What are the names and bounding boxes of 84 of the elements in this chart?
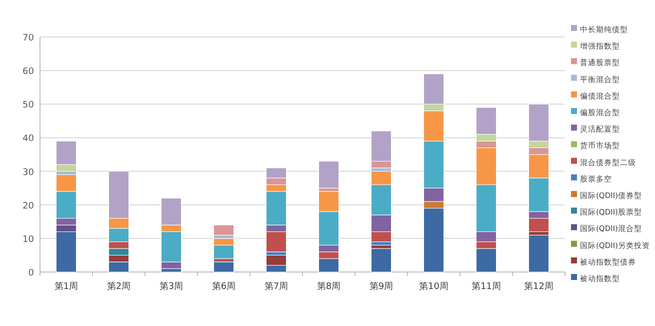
bar <box>318 252 339 259</box>
bar <box>528 234 549 272</box>
bar <box>528 178 549 212</box>
bar <box>214 224 234 236</box>
bar <box>476 231 496 242</box>
bar <box>266 231 286 252</box>
bar <box>476 242 496 249</box>
bar <box>266 191 286 226</box>
y-tick-label: 70 <box>22 34 34 44</box>
bar <box>528 231 549 236</box>
bar <box>528 218 549 232</box>
x-tick-label: 第2周 <box>106 281 131 292</box>
x-tick-label: 第12周 <box>524 281 554 292</box>
bar <box>528 211 549 219</box>
bar <box>528 154 549 178</box>
x-tick-label: 第11周 <box>472 281 501 292</box>
bar <box>161 268 182 272</box>
x-tick-label: 第6周 <box>212 281 236 292</box>
bar <box>476 140 496 148</box>
bar <box>266 224 286 232</box>
bar <box>214 262 234 272</box>
bar <box>266 252 286 256</box>
bar <box>476 184 496 232</box>
y-tick-label: 20 <box>22 201 34 212</box>
bar <box>214 244 234 259</box>
bar <box>214 258 234 262</box>
bar <box>56 140 76 165</box>
bar <box>476 248 496 272</box>
y-tick-label: 0 <box>28 268 34 278</box>
bar <box>214 238 234 246</box>
bar <box>371 244 392 249</box>
bar <box>318 211 339 246</box>
bar <box>528 148 549 155</box>
bar <box>371 171 392 185</box>
y-tick-label: 40 <box>22 134 34 144</box>
bar <box>161 231 182 262</box>
bar <box>266 168 286 178</box>
x-tick-label: 第1周 <box>54 281 78 292</box>
bar <box>318 188 339 192</box>
bar <box>528 104 549 142</box>
bar <box>476 107 496 135</box>
bar <box>214 234 234 239</box>
bar <box>56 191 76 219</box>
x-tick-label: 第3周 <box>159 281 184 292</box>
bar <box>371 160 392 168</box>
bar <box>424 104 444 112</box>
bar <box>266 184 286 192</box>
bar <box>266 254 286 266</box>
bar <box>371 214 392 232</box>
bar <box>371 231 392 242</box>
bar <box>371 242 392 246</box>
bar <box>371 184 392 216</box>
bar <box>371 248 392 272</box>
bar <box>161 198 182 226</box>
x-tick-label: 第7周 <box>264 281 288 292</box>
y-tick-label: 50 <box>22 100 34 111</box>
bar <box>424 74 444 104</box>
bar <box>266 265 286 272</box>
bar <box>161 262 182 269</box>
y-tick-label: 10 <box>22 234 34 245</box>
bar <box>318 244 339 252</box>
bar <box>56 171 76 175</box>
bar <box>266 178 286 185</box>
bar <box>424 110 444 142</box>
bar <box>108 228 129 242</box>
bar <box>476 148 496 185</box>
bar <box>371 130 392 162</box>
bar <box>56 174 76 192</box>
bar <box>528 140 549 148</box>
bar <box>56 164 76 172</box>
y-tick-label: 60 <box>22 67 34 78</box>
bar <box>108 218 129 229</box>
bar <box>424 140 444 188</box>
x-tick-label: 第9周 <box>369 281 394 292</box>
bar <box>318 258 339 272</box>
x-tick-label: 第8周 <box>316 281 341 292</box>
bar <box>108 171 129 219</box>
x-tick-label: 第10周 <box>419 281 448 292</box>
bar <box>161 224 182 232</box>
y-tick-label: 30 <box>22 168 34 178</box>
bar <box>318 160 339 188</box>
bar <box>318 191 339 212</box>
bar <box>108 262 129 272</box>
bar <box>476 134 496 142</box>
